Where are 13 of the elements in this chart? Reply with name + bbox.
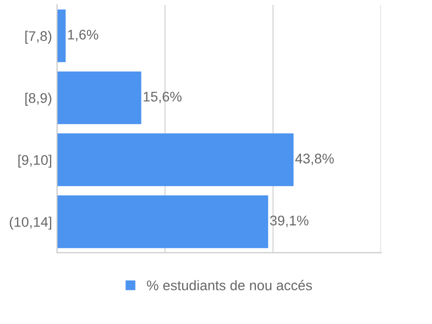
legend-label: % estudiants de nou accés (146, 280, 312, 290)
y-tick-label: (10,14] (10, 216, 52, 230)
bar (57, 195, 268, 248)
bar (57, 10, 66, 62)
data-label: 39,1% (270, 216, 308, 228)
bar (57, 71, 142, 124)
y-tick-label: [9,10] (18, 154, 52, 168)
y-tick-label: [8,9) (25, 92, 52, 106)
data-label: 1,6% (68, 30, 98, 42)
data-label: 15,6% (144, 92, 182, 104)
bar (57, 133, 294, 186)
data-label: 43,8% (295, 154, 334, 166)
y-tick-label: [7,8) (25, 30, 52, 44)
